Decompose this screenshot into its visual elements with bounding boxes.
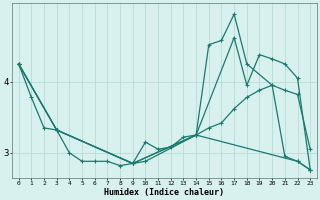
X-axis label: Humidex (Indice chaleur): Humidex (Indice chaleur) <box>104 188 224 197</box>
